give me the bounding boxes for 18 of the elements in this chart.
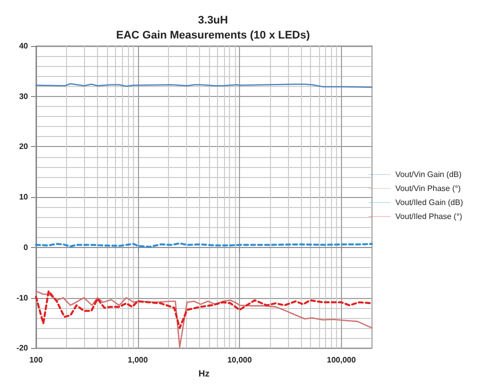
y-tick-label: 10 bbox=[19, 192, 29, 202]
y-tick-label: -20 bbox=[16, 344, 29, 353]
y-tick-label: 0 bbox=[24, 242, 29, 252]
y-tick-label: 30 bbox=[19, 92, 29, 101]
chart-title: 3.3uH bbox=[198, 14, 228, 26]
legend-label: Vout/Iled Phase (°) bbox=[395, 212, 463, 221]
legend-label: Vout/Vin Gain (dB) bbox=[395, 170, 462, 179]
legend-label: Vout/Vin Phase (°) bbox=[395, 184, 462, 193]
x-tick-label: 100,000 bbox=[326, 356, 356, 365]
x-tick-label: 10,000 bbox=[227, 356, 252, 365]
y-tick-label: 20 bbox=[19, 142, 29, 152]
x-tick-label: 1,000 bbox=[128, 356, 148, 365]
chart-subtitle: EAC Gain Measurements (10 x LEDs) bbox=[116, 30, 310, 42]
y-tick-label: 40 bbox=[19, 42, 29, 50]
x-axis-title: Hz bbox=[198, 368, 210, 378]
x-tick-label: 100 bbox=[29, 356, 44, 365]
y-tick-label: -10 bbox=[16, 293, 29, 302]
legend-label: Vout/Iled Gain (dB) bbox=[395, 198, 464, 207]
